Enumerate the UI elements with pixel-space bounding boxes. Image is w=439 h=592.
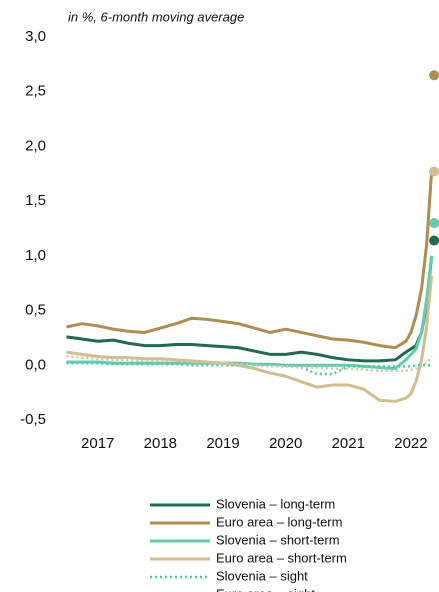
chart-subtitle: in %, 6-month moving average bbox=[68, 9, 244, 24]
legend-label: Slovenia – long-term bbox=[216, 496, 335, 511]
latest-point bbox=[429, 235, 439, 246]
series-line bbox=[66, 255, 434, 363]
x-tick-label: 2017 bbox=[81, 435, 114, 452]
x-tick-label: 2019 bbox=[206, 435, 239, 452]
series-line bbox=[66, 171, 434, 350]
series-line bbox=[66, 275, 434, 403]
y-tick-label: 3,0 bbox=[25, 28, 46, 45]
y-tick-label: 0,0 bbox=[25, 356, 46, 373]
legend-label: Euro area – short-term bbox=[216, 550, 347, 565]
series-line bbox=[66, 255, 434, 371]
latest-point bbox=[429, 166, 439, 177]
y-tick-label: 0,5 bbox=[25, 302, 46, 319]
y-tick-label: 1,0 bbox=[25, 247, 46, 264]
legend-label: Slovenia – short-term bbox=[216, 532, 340, 547]
latest-point bbox=[429, 70, 439, 81]
legend-label: Euro area – sight bbox=[216, 586, 315, 592]
x-tick-label: 2022 bbox=[394, 435, 427, 452]
y-tick-label: 1,5 bbox=[25, 192, 46, 209]
x-tick-label: 2021 bbox=[332, 435, 365, 452]
x-tick-label: 2020 bbox=[269, 435, 302, 452]
y-tick-label: 2,5 bbox=[25, 83, 46, 100]
latest-point bbox=[429, 218, 439, 229]
x-tick-label: 2018 bbox=[144, 435, 177, 452]
y-tick-label: -0,5 bbox=[20, 411, 46, 428]
legend-label: Slovenia – sight bbox=[216, 568, 308, 583]
legend-label: Euro area – long-term bbox=[216, 514, 342, 529]
y-tick-label: 2,0 bbox=[25, 137, 46, 154]
series-line bbox=[66, 355, 433, 373]
